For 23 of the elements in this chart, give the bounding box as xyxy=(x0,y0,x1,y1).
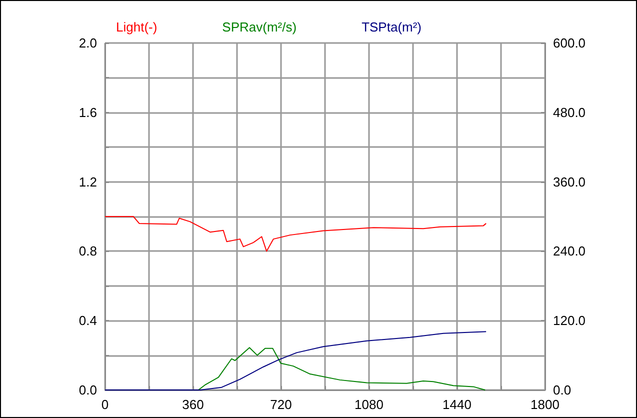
x-tick-label: 720 xyxy=(270,397,292,412)
text: SPRav(m²/s) xyxy=(222,20,297,34)
text: TSPta(m²) xyxy=(362,20,422,34)
line-series xyxy=(104,216,487,252)
y2-tick-label: 600.0 xyxy=(553,36,586,50)
y-tick-label: 1.2 xyxy=(78,174,97,190)
y2-tick-label: 120.0 xyxy=(553,313,586,328)
text: Light(-) xyxy=(116,20,158,34)
y-tick-label: 2.0 xyxy=(78,36,97,50)
y2-tick-label: 480.0 xyxy=(553,104,586,120)
y-tick-label: 1.6 xyxy=(78,104,97,120)
x-tick-label: 1080 xyxy=(354,397,384,412)
x-tick-label: 1800 xyxy=(530,397,560,412)
x-tick-label: 360 xyxy=(182,397,204,412)
y-tick-label: 0.0 xyxy=(78,382,97,398)
y-tick-label: 0.4 xyxy=(78,313,97,328)
x-tick-label: 1440 xyxy=(442,397,472,412)
y2-tick-label: 240.0 xyxy=(553,244,586,259)
x-tick-label: 0 xyxy=(101,397,109,412)
line-series xyxy=(104,331,487,390)
y2-tick-label: 360.0 xyxy=(553,174,586,190)
y-tick-label: 0.8 xyxy=(78,244,97,259)
y2-tick-label: 0.0 xyxy=(553,382,572,398)
